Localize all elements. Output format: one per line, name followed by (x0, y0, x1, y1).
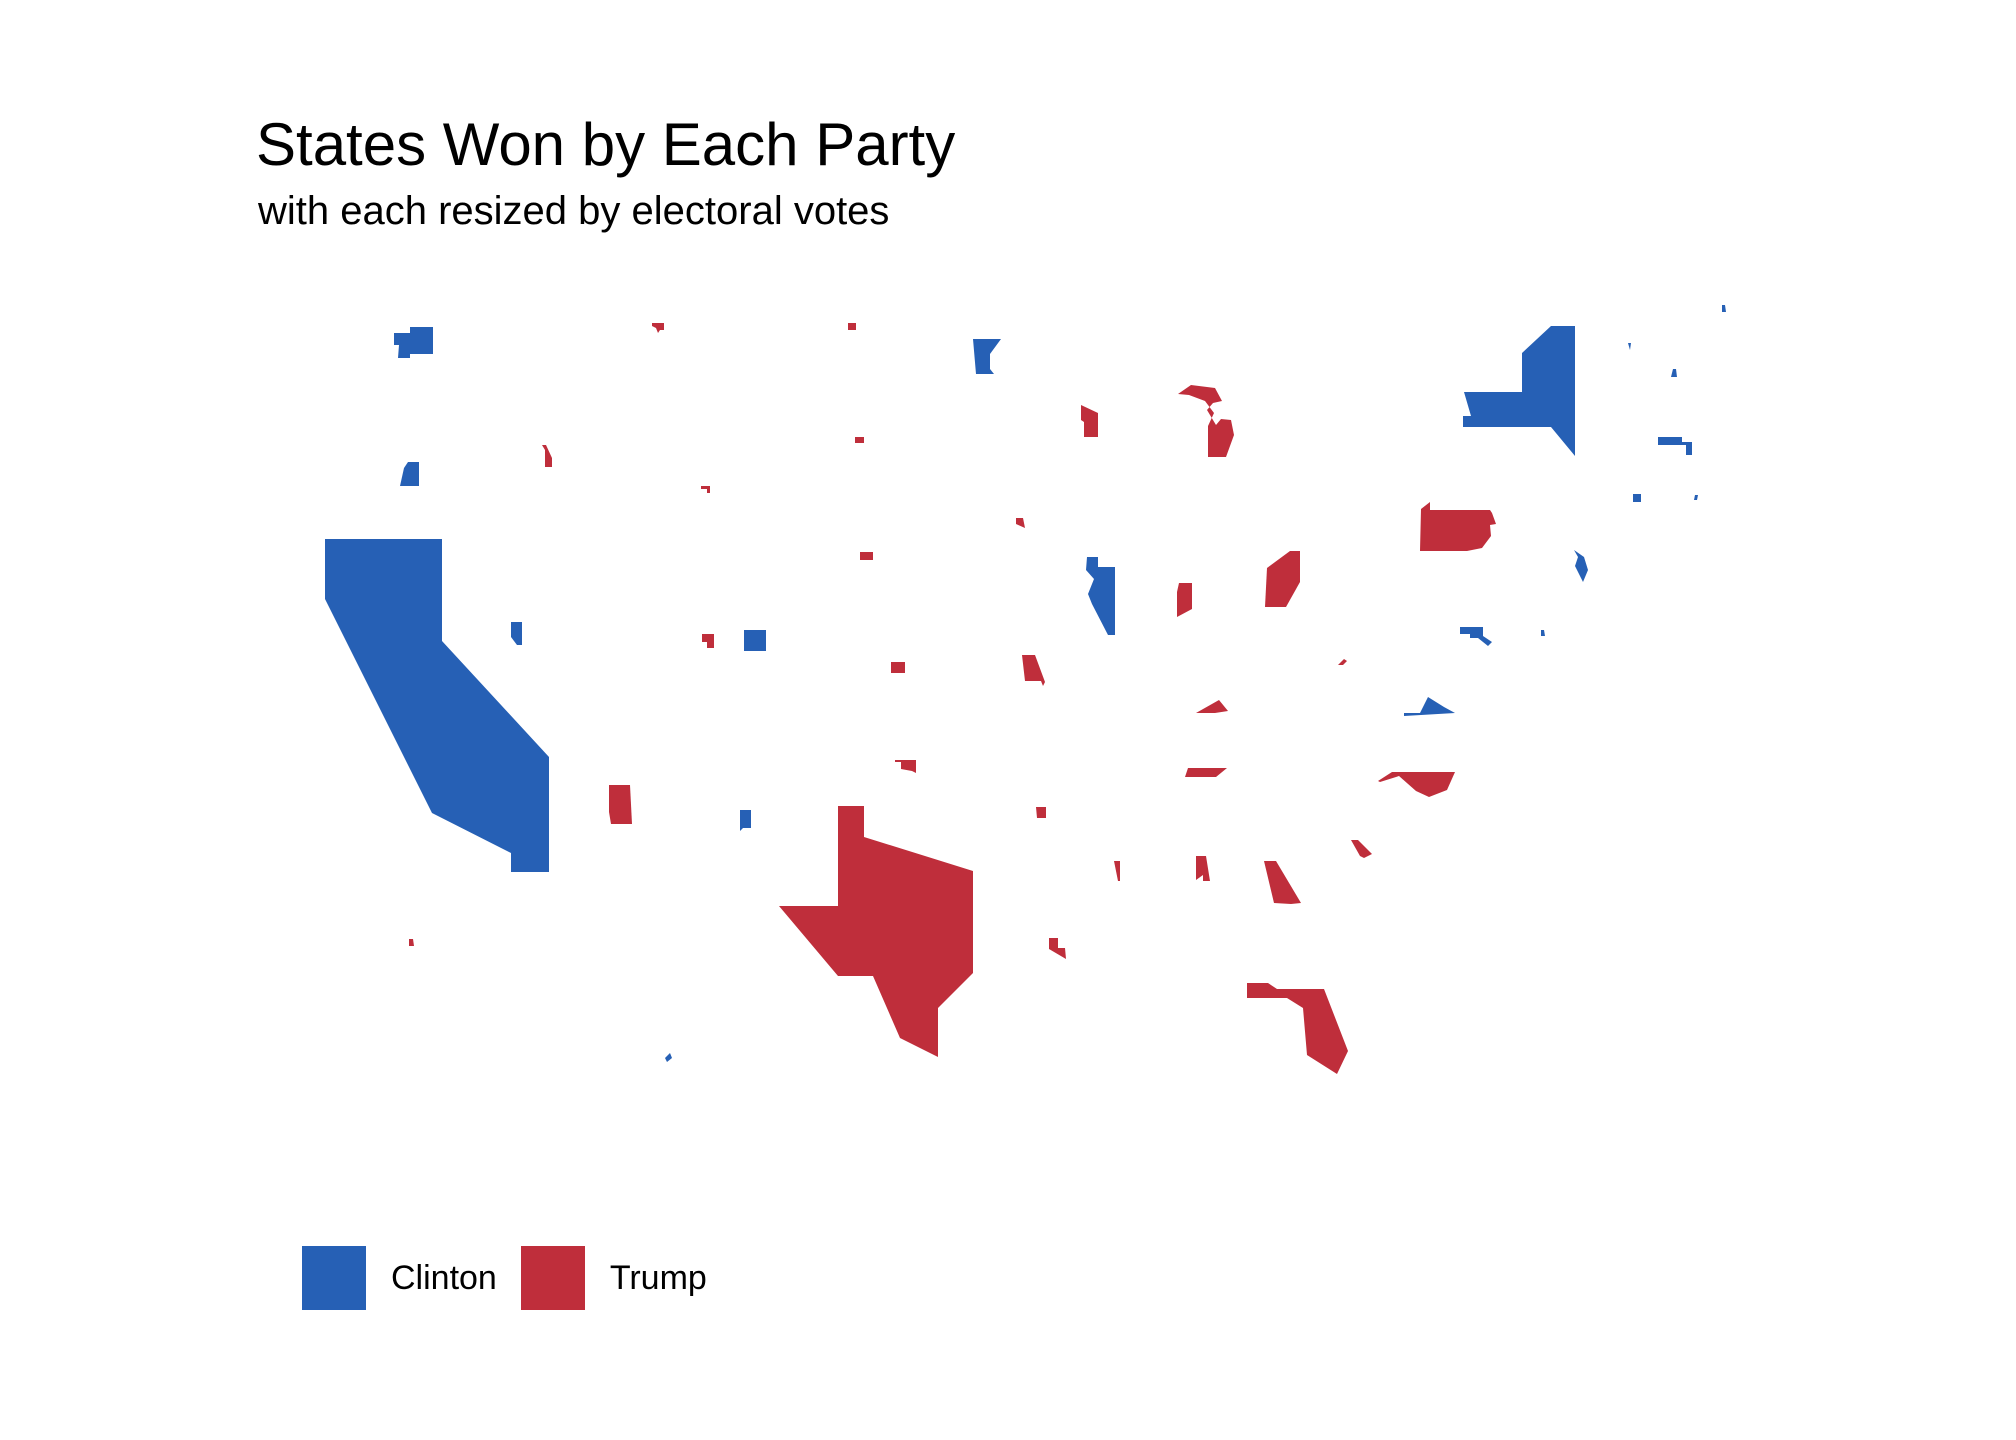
state-florida (1247, 983, 1348, 1074)
state-north-dakota (848, 323, 856, 330)
state-louisiana (1049, 938, 1066, 959)
state-utah (609, 785, 632, 824)
state-virginia (1404, 697, 1455, 716)
state-california (325, 539, 549, 872)
state-wisconsin (1081, 405, 1098, 437)
legend-label-trump: Trump (609, 1258, 707, 1297)
legend-item-clinton: Clinton (302, 1246, 497, 1310)
state-michigan (1178, 385, 1234, 457)
title-block: States Won by Each Party with each resiz… (256, 108, 955, 236)
state-missouri (1022, 655, 1045, 686)
state-vermont (1628, 343, 1631, 350)
state-new-york (1463, 326, 1575, 456)
state-illinois (1086, 557, 1115, 635)
legend-swatch-clinton (302, 1246, 366, 1310)
state-new-hampshire (1671, 369, 1677, 377)
state-kansas (891, 662, 905, 673)
state-kentucky (1196, 700, 1228, 713)
state-wyoming (702, 634, 714, 648)
state-new-jersey (1574, 550, 1588, 582)
state-iowa (1016, 518, 1025, 528)
state-arizona (701, 486, 710, 493)
state-south-dakota (855, 437, 864, 443)
state-maine (1722, 305, 1726, 312)
state-oklahoma (895, 760, 916, 773)
state-nebraska (860, 552, 873, 560)
state-alabama (1196, 856, 1210, 881)
state-massachusetts (1658, 437, 1692, 455)
state-north-carolina (1378, 772, 1455, 797)
state-minnesota (973, 339, 1001, 374)
state-montana (652, 323, 664, 333)
state-indiana (1177, 583, 1192, 617)
state-west-virginia (1338, 659, 1347, 665)
state-alaska (409, 939, 414, 946)
legend-label-clinton: Clinton (391, 1258, 497, 1297)
map-subtitle: with each resized by electoral votes (258, 189, 890, 233)
state-mississippi (1114, 861, 1120, 881)
state-connecticut (1633, 494, 1641, 502)
legend-swatch-trump (520, 1246, 585, 1310)
state-south-carolina (1351, 840, 1372, 858)
state-hawaii (665, 1053, 672, 1062)
state-nevada (511, 622, 522, 645)
map-title: States Won by Each Party (256, 111, 956, 178)
state-tennessee (1185, 768, 1227, 777)
state-georgia (1264, 861, 1301, 904)
state-washington (394, 327, 433, 358)
state-arkansas (1036, 807, 1046, 818)
state-rhode-island (1694, 495, 1698, 500)
state-idaho (542, 445, 552, 467)
state-colorado (744, 630, 766, 651)
legend: Clinton Trump (302, 1246, 731, 1310)
legend-item-trump: Trump (520, 1246, 707, 1310)
state-maryland (1460, 627, 1492, 646)
state-oregon (400, 462, 419, 486)
state-pennsylvania (1420, 502, 1496, 551)
state-delaware (1541, 630, 1545, 636)
state-ohio (1265, 551, 1300, 607)
state-new-mexico (740, 810, 751, 831)
state-texas (779, 806, 973, 1057)
